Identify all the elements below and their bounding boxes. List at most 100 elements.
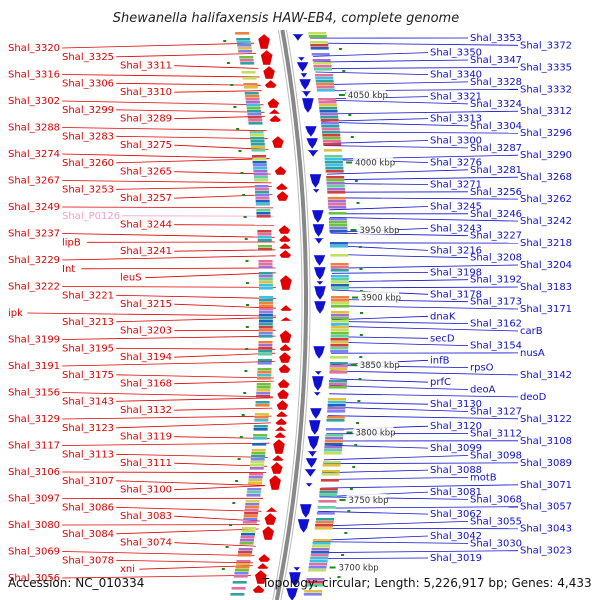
forward-gene-label[interactable]: Shal_3249 [8, 202, 60, 213]
reverse-gene-label[interactable]: Shal_3162 [470, 319, 522, 330]
reverse-gene-label[interactable]: Shal_3216 [430, 245, 482, 256]
reverse-gene-label[interactable]: Shal_3088 [430, 465, 482, 476]
reverse-gene-label[interactable]: Shal_3340 [430, 70, 482, 81]
forward-gene-label[interactable]: Shal_3257 [120, 193, 172, 204]
reverse-gene-label[interactable]: Shal_3246 [470, 209, 522, 220]
forward-gene-label[interactable]: Shal_3221 [62, 290, 114, 301]
reverse-gene-label[interactable]: nusA [520, 348, 545, 359]
reverse-gene-label[interactable]: Shal_3243 [430, 223, 482, 234]
forward-gene-label[interactable]: Shal_3078 [62, 555, 114, 566]
forward-gene-label[interactable]: Shal_3274 [8, 149, 60, 160]
forward-gene-label[interactable]: ipk [8, 308, 23, 319]
forward-gene-label[interactable]: xni [120, 564, 135, 575]
reverse-gene-label[interactable]: Shal_3271 [430, 180, 482, 191]
reverse-gene-label[interactable]: Shal_3099 [430, 443, 482, 454]
forward-gene-label[interactable]: Shal_3117 [8, 441, 60, 452]
forward-gene-label[interactable]: Shal_3156 [8, 388, 60, 399]
reverse-gene-label[interactable]: Shal_3089 [520, 458, 572, 469]
reverse-gene-label[interactable]: Shal_3042 [430, 531, 482, 542]
reverse-gene-label[interactable]: Shal_3071 [520, 480, 572, 491]
reverse-gene-label[interactable]: Shal_3019 [430, 553, 482, 564]
forward-gene-label[interactable]: Shal_3289 [120, 114, 172, 125]
reverse-gene-label[interactable]: Shal_3268 [520, 172, 572, 183]
forward-gene-label[interactable]: Shal_3260 [62, 158, 114, 169]
reverse-gene-label[interactable]: Shal_3081 [430, 487, 482, 498]
reverse-gene-label[interactable]: Shal_3353 [470, 33, 522, 44]
reverse-gene-label[interactable]: Shal_3068 [470, 494, 522, 505]
forward-gene-label[interactable]: Shal_3302 [8, 96, 60, 107]
forward-gene-label[interactable]: Shal_3222 [8, 282, 60, 293]
forward-gene-label[interactable]: Shal_3175 [62, 370, 114, 381]
reverse-gene-label[interactable]: Shal_3154 [470, 341, 522, 352]
forward-gene-label[interactable]: Shal_3194 [120, 352, 172, 363]
reverse-gene-label[interactable]: Shal_3198 [430, 267, 482, 278]
forward-gene-label[interactable]: Shal_3310 [120, 87, 172, 98]
forward-gene-label[interactable]: Shal_3267 [8, 176, 60, 187]
forward-gene-label[interactable]: Shal_3086 [62, 502, 114, 513]
reverse-gene-label[interactable]: carB [520, 326, 543, 337]
forward-gene-label[interactable]: Shal_3288 [8, 123, 60, 134]
reverse-gene-label[interactable]: Shal_3183 [520, 282, 572, 293]
reverse-gene-label[interactable]: Shal_3098 [470, 451, 522, 462]
forward-gene-label[interactable]: Shal_3253 [62, 184, 114, 195]
forward-gene-label[interactable]: Shal_3083 [120, 511, 172, 522]
reverse-gene-label[interactable]: Shal_3127 [470, 407, 522, 418]
reverse-gene-label[interactable]: Shal_3347 [470, 55, 522, 66]
reverse-gene-label[interactable]: Shal_3062 [430, 509, 482, 520]
forward-gene-label[interactable]: Shal_3129 [8, 414, 60, 425]
reverse-gene-label[interactable]: Shal_3281 [470, 165, 522, 176]
reverse-gene-label[interactable]: deoD [520, 392, 547, 403]
reverse-gene-label[interactable]: Shal_3227 [470, 231, 522, 242]
forward-gene-label[interactable]: Shal_3080 [8, 520, 60, 531]
reverse-gene-label[interactable]: Shal_3332 [520, 84, 572, 95]
forward-gene-label[interactable]: Shal_3215 [120, 299, 172, 310]
reverse-gene-label[interactable]: Shal_3112 [470, 429, 522, 440]
reverse-gene-label[interactable]: motB [470, 472, 497, 483]
forward-gene-label[interactable]: Shal_3320 [8, 43, 60, 54]
reverse-gene-label[interactable]: Shal_3245 [430, 202, 482, 213]
reverse-gene-label[interactable]: Shal_3178 [430, 289, 482, 300]
forward-gene-label[interactable]: Shal_3237 [8, 229, 60, 240]
forward-gene-label[interactable]: Shal_3325 [62, 52, 114, 63]
reverse-gene-label[interactable]: Shal_3300 [430, 136, 482, 147]
reverse-gene-label[interactable]: Shal_3043 [520, 524, 572, 535]
reverse-gene-label[interactable]: Shal_3328 [470, 77, 522, 88]
forward-gene-label[interactable]: Shal_3283 [62, 131, 114, 142]
reverse-gene-label[interactable]: infB [430, 355, 450, 366]
forward-gene-label[interactable]: Shal_3107 [62, 476, 114, 487]
forward-gene-label[interactable]: Shal_3199 [8, 335, 60, 346]
reverse-gene-label[interactable]: Shal_3324 [470, 99, 522, 110]
reverse-gene-label[interactable]: Shal_3242 [520, 216, 572, 227]
reverse-gene-label[interactable]: Shal_3276 [430, 158, 482, 169]
reverse-gene-label[interactable]: Shal_3142 [520, 370, 572, 381]
forward-gene-label[interactable]: Shal_3084 [62, 529, 114, 540]
forward-gene-label[interactable]: Shal_3244 [120, 220, 172, 231]
reverse-gene-label[interactable]: Shal_3304 [470, 121, 522, 132]
forward-gene-label[interactable]: Shal_3123 [62, 423, 114, 434]
reverse-gene-label[interactable]: Shal_3204 [520, 260, 572, 271]
forward-gene-label[interactable]: Shal_3265 [120, 167, 172, 178]
reverse-gene-label[interactable]: Shal_3192 [470, 275, 522, 286]
reverse-gene-label[interactable]: Shal_3120 [430, 421, 482, 432]
reverse-gene-label[interactable]: Shal_3313 [430, 114, 482, 125]
reverse-gene-label[interactable]: Shal_3296 [520, 128, 572, 139]
forward-gene-label[interactable]: Shal_P0126 [62, 211, 120, 222]
forward-gene-label[interactable]: Shal_3069 [8, 547, 60, 558]
reverse-gene-label[interactable]: Shal_3208 [470, 253, 522, 264]
reverse-gene-label[interactable]: Shal_3173 [470, 297, 522, 308]
reverse-gene-label[interactable]: Shal_3256 [470, 187, 522, 198]
reverse-gene-label[interactable]: Shal_3130 [430, 399, 482, 410]
reverse-gene-label[interactable]: Shal_3372 [520, 40, 572, 51]
reverse-gene-label[interactable]: Shal_3055 [470, 516, 522, 527]
forward-gene-label[interactable]: Int [62, 264, 75, 275]
forward-gene-label[interactable]: Shal_3119 [120, 432, 172, 443]
reverse-gene-label[interactable]: Shal_3122 [520, 414, 572, 425]
forward-gene-label[interactable]: Shal_3191 [8, 361, 60, 372]
reverse-gene-label[interactable]: rpsO [470, 363, 494, 374]
reverse-gene-label[interactable]: prfC [430, 377, 451, 388]
reverse-gene-label[interactable]: secD [430, 333, 455, 344]
forward-gene-label[interactable]: Shal_3311 [120, 61, 172, 72]
forward-gene-label[interactable]: Shal_3074 [120, 538, 172, 549]
forward-gene-label[interactable]: Shal_3056 [8, 573, 60, 584]
forward-gene-label[interactable]: Shal_3316 [8, 70, 60, 81]
